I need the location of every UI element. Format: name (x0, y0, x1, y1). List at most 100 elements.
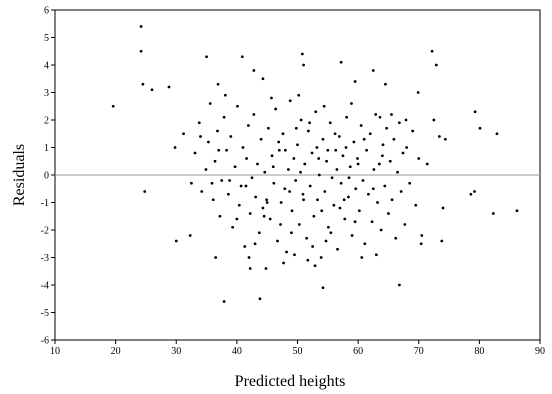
x-tick-label: 10 (50, 346, 60, 357)
y-tick-label: 5 (44, 33, 49, 44)
point (362, 137, 366, 141)
point (300, 52, 304, 56)
point (336, 247, 339, 251)
point (262, 214, 266, 218)
point (139, 25, 143, 28)
point (283, 187, 287, 191)
point (324, 239, 328, 243)
point (333, 132, 337, 136)
point (414, 203, 418, 207)
point (347, 176, 351, 180)
point (314, 110, 318, 114)
point (200, 190, 204, 193)
point (387, 212, 390, 215)
point (320, 209, 324, 213)
point (277, 140, 281, 144)
point (222, 115, 226, 119)
point (301, 192, 305, 196)
point (292, 157, 296, 160)
point (303, 162, 307, 166)
point (279, 201, 283, 204)
point (432, 118, 436, 122)
point (111, 104, 115, 108)
point (197, 121, 201, 125)
point (397, 283, 401, 287)
point (326, 148, 330, 152)
point (290, 209, 294, 213)
point (290, 231, 293, 235)
point (396, 170, 399, 174)
point (206, 140, 210, 144)
point (305, 236, 308, 240)
point (254, 195, 258, 199)
point (235, 217, 239, 221)
point (440, 239, 444, 243)
point (357, 209, 361, 213)
point (253, 242, 257, 246)
point (353, 220, 357, 224)
point (372, 168, 376, 171)
point (143, 190, 147, 193)
point (299, 170, 302, 174)
point (193, 151, 197, 155)
y-tick-label: 2 (44, 116, 49, 127)
point (282, 261, 285, 265)
point (321, 286, 325, 290)
point (392, 137, 396, 141)
point (323, 190, 327, 193)
point (306, 258, 310, 262)
x-tick-label: 40 (232, 346, 242, 357)
point (208, 102, 212, 105)
point (390, 113, 393, 116)
point (397, 121, 401, 125)
point (248, 212, 252, 215)
point (381, 143, 385, 147)
point (252, 113, 256, 116)
y-tick-label: -5 (41, 308, 49, 319)
x-tick-label: 20 (111, 346, 121, 357)
y-tick-label: 0 (44, 171, 49, 182)
point (473, 190, 476, 193)
point (376, 201, 379, 204)
point (441, 206, 445, 210)
point (335, 168, 339, 171)
y-tick-label: -4 (41, 281, 49, 292)
point (246, 124, 250, 127)
point (394, 236, 398, 240)
point (263, 170, 267, 174)
point (430, 49, 434, 53)
x-tick-label: 50 (293, 346, 303, 357)
point (350, 234, 354, 237)
point (343, 217, 347, 221)
point (342, 198, 346, 202)
point (321, 137, 325, 141)
point (380, 154, 384, 158)
point (247, 256, 251, 259)
point (257, 231, 261, 235)
point (478, 126, 482, 130)
point (327, 225, 330, 229)
y-tick-label: 6 (44, 6, 49, 17)
point (495, 132, 499, 136)
point (356, 162, 360, 166)
point (211, 198, 215, 202)
point (190, 181, 193, 185)
point (233, 165, 237, 169)
point (384, 82, 387, 86)
point (217, 148, 221, 152)
x-axis-label: Predicted heights (235, 373, 346, 390)
point (383, 184, 387, 188)
point (317, 157, 321, 160)
point (150, 88, 154, 92)
x-tick-label: 90 (535, 346, 545, 357)
point (345, 115, 349, 119)
point (310, 151, 314, 155)
point (379, 228, 383, 232)
point (388, 159, 392, 163)
point (317, 173, 321, 177)
point (315, 146, 319, 149)
point (267, 126, 270, 130)
point (288, 190, 292, 193)
point (368, 132, 372, 136)
